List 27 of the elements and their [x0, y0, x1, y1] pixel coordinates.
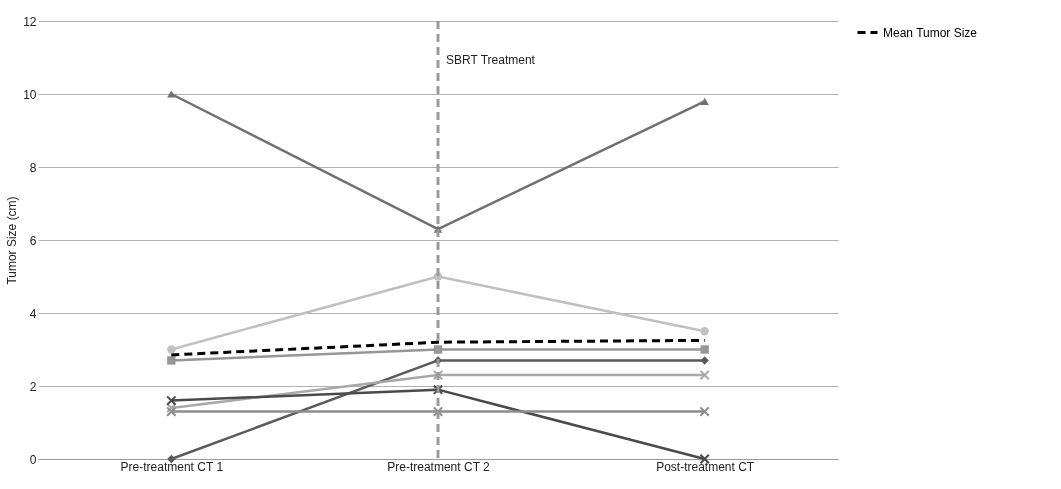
- y-tick-label: 6: [29, 233, 37, 248]
- y-tick-label: 12: [23, 14, 37, 29]
- y-tick-label: 2: [29, 379, 37, 394]
- point: [700, 345, 709, 354]
- y-tick-label: 10: [23, 87, 37, 102]
- point: [167, 345, 176, 354]
- point: [700, 97, 709, 105]
- point: [432, 384, 444, 395]
- point: [432, 369, 444, 381]
- point: [432, 406, 444, 417]
- x-tick-label: Pre-treatment CT 2: [387, 459, 491, 474]
- y-tick-label: 0: [29, 452, 37, 467]
- y-tick-label: 4: [29, 306, 37, 321]
- point: [166, 395, 177, 406]
- point: [167, 356, 176, 365]
- legend-label: Mean Tumor Size: [883, 25, 978, 40]
- y-axis-title: Tumor Size (cm): [5, 196, 20, 285]
- point: [700, 327, 709, 336]
- ref-line-label: SBRT Treatment: [446, 53, 536, 68]
- x-tick-label: Pre-treatment CT 1: [120, 459, 224, 474]
- point: [167, 90, 176, 98]
- point: [700, 356, 709, 365]
- point: [166, 406, 177, 417]
- point: [699, 406, 710, 417]
- point: [699, 369, 710, 381]
- x-tick-label: Post-treatment CT: [656, 459, 755, 474]
- y-tick-label: 8: [29, 160, 37, 175]
